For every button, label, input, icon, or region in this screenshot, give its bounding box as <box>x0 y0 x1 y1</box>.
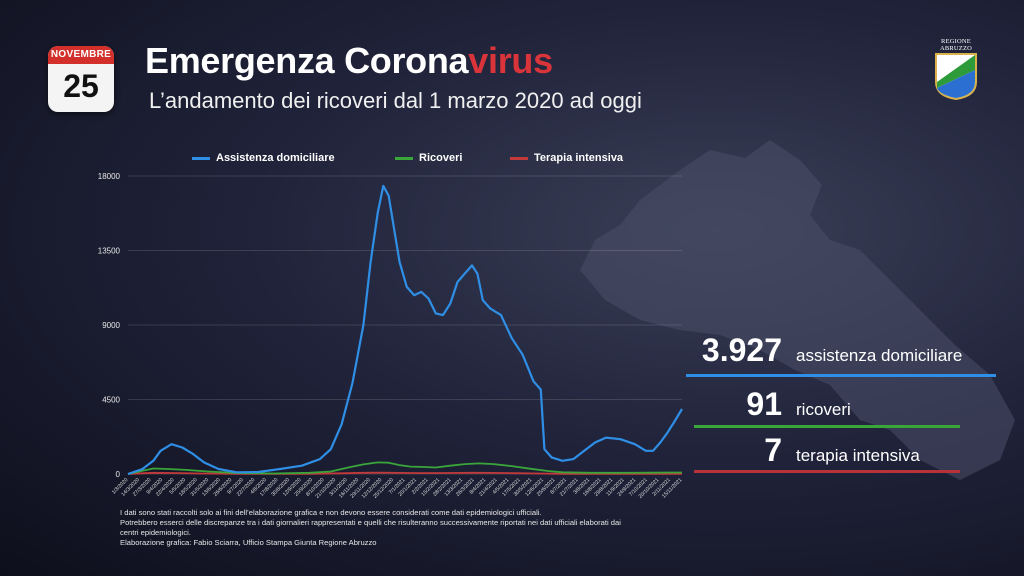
footnote-line: Elaborazione grafica: Fabio Sciarra, Uff… <box>120 538 377 547</box>
y-tick-label: 0 <box>116 470 121 479</box>
legend-assistenza: Assistenza domiciliare <box>192 152 335 164</box>
y-tick-label: 18000 <box>98 172 121 181</box>
calendar-icon: NOVEMBRE 25 <box>48 46 114 112</box>
abruzzo-map-silhouette <box>580 140 1015 480</box>
y-tick-label: 4500 <box>102 396 120 405</box>
stat-value-terapia: 7 <box>764 432 782 468</box>
regione-abruzzo-logo: REGIONE ABRUZZO <box>934 38 978 102</box>
footnote: I dati sono stati raccolti solo ai fini … <box>120 508 640 548</box>
page-subtitle: L’andamento dei ricoveri dal 1 marzo 202… <box>149 88 642 113</box>
legend-swatch-green <box>395 156 413 160</box>
footnote-line: Potrebbero esserci delle discrepanze tra… <box>120 518 621 537</box>
logo-shield-icon <box>935 53 977 101</box>
footnote-line: I dati sono stati raccolti solo ai fini … <box>120 508 542 517</box>
y-tick-label: 9000 <box>102 321 120 330</box>
legend-label: Assistenza domiciliare <box>216 152 335 164</box>
stat-label-assistenza: assistenza domiciliare <box>796 346 963 365</box>
calendar-day: 25 <box>63 68 99 104</box>
logo-text-line1: REGIONE <box>941 38 971 45</box>
page-title: Emergenza Coronavirus <box>145 40 553 82</box>
legend-swatch-blue <box>192 156 210 160</box>
series-line-assistenza <box>127 184 683 476</box>
legend-label: Ricoveri <box>419 152 463 164</box>
stat-label-ricoveri: ricoveri <box>796 400 851 419</box>
calendar-month: NOVEMBRE <box>48 46 114 64</box>
stat-label-terapia: terapia intensiva <box>796 446 920 465</box>
stat-underline-blue <box>686 374 996 377</box>
y-tick-label: 13500 <box>98 247 121 256</box>
stat-value-ricoveri: 91 <box>746 386 782 422</box>
series-line-terapia <box>127 471 682 475</box>
legend-ricoveri: Ricoveri <box>395 152 462 164</box>
legend-terapia: Terapia intensiva <box>510 152 623 164</box>
legend-swatch-red <box>510 156 528 160</box>
legend-label: Terapia intensiva <box>534 152 624 164</box>
title-main: Emergenza Corona <box>145 40 469 81</box>
stat-underline-green <box>694 425 960 428</box>
logo-text-line2: ABRUZZO <box>939 45 973 52</box>
stat-value-assistenza: 3.927 <box>701 332 782 368</box>
stat-underline-red <box>694 470 960 473</box>
series-line-ricoveri <box>127 461 682 475</box>
title-accent: virus <box>468 40 553 81</box>
